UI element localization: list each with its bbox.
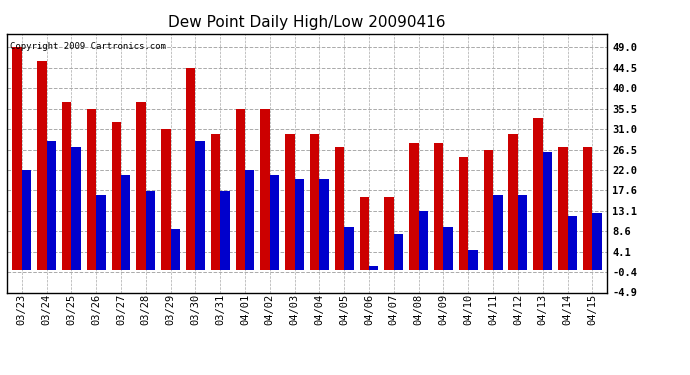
Bar [592,213,602,270]
Bar [484,150,493,270]
Bar [71,147,81,270]
Bar [533,118,543,270]
Bar [211,134,220,270]
Bar [518,195,527,270]
Bar [137,102,146,270]
Bar [409,143,419,270]
Bar [161,129,170,270]
Bar [96,195,106,270]
Bar [47,141,56,270]
Bar [583,147,592,270]
Bar [22,170,31,270]
Bar [112,122,121,270]
Bar [567,216,577,270]
Bar [121,175,130,270]
Bar [220,190,230,270]
Bar [285,134,295,270]
Bar [170,229,180,270]
Bar [310,134,319,270]
Bar [384,198,394,270]
Bar [459,156,469,270]
Bar [319,179,329,270]
Bar [186,68,195,270]
Bar [195,141,205,270]
Bar [335,147,344,270]
Bar [493,195,502,270]
Bar [444,227,453,270]
Bar [344,227,354,270]
Bar [12,47,22,270]
Bar [87,109,96,270]
Title: Dew Point Daily High/Low 20090416: Dew Point Daily High/Low 20090416 [168,15,446,30]
Bar [245,170,255,270]
Bar [509,134,518,270]
Bar [469,250,477,270]
Bar [558,147,567,270]
Bar [543,152,552,270]
Bar [62,102,71,270]
Bar [434,143,444,270]
Bar [295,179,304,270]
Bar [37,61,47,270]
Bar [394,234,403,270]
Bar [419,211,428,270]
Bar [260,109,270,270]
Bar [270,175,279,270]
Bar [235,109,245,270]
Bar [359,198,369,270]
Bar [369,266,379,270]
Bar [146,190,155,270]
Text: Copyright 2009 Cartronics.com: Copyright 2009 Cartronics.com [10,42,166,51]
